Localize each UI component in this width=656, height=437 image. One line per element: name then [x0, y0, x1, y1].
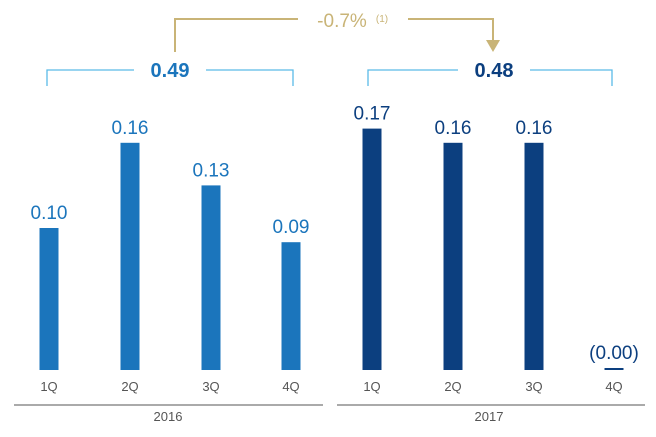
bar-2016-4q: [281, 242, 301, 370]
change-percent-label: -0.7%: [317, 11, 367, 32]
data-label-2017-1q: 0.17: [354, 104, 391, 125]
bars-layer: [39, 128, 624, 370]
data-label-2016-3q: 0.13: [193, 160, 230, 181]
tick-label-2016-1q: 1Q: [40, 379, 57, 394]
data-label-2017-3q: 0.16: [516, 118, 553, 139]
data-label-2016-2q: 0.16: [112, 118, 149, 139]
total-brackets: 0.49 0.48: [46, 60, 613, 86]
year-label-2017: 2017: [475, 409, 504, 424]
bracket-left-2017: [367, 69, 458, 86]
bar-2017-4q: [604, 368, 624, 370]
tick-label-2016-2q: 2Q: [121, 379, 138, 394]
bracket-right-2017: [530, 69, 613, 86]
tick-label-2016-3q: 3Q: [202, 379, 219, 394]
tick-label-2017-1q: 1Q: [363, 379, 380, 394]
total-label-2016: 0.49: [151, 60, 190, 82]
bar-2017-3q: [524, 142, 544, 370]
tick-label-2017-4q: 4Q: [605, 379, 622, 394]
tick-label-2016-4q: 4Q: [282, 379, 299, 394]
labels-layer: 0.10 1Q 0.16 2Q 0.13 3Q 0.09 4Q 2016 0.17 1Q 0.16 2Q…: [31, 104, 639, 424]
total-label-2017: 0.48: [475, 60, 514, 82]
change-arrow-right: [408, 18, 494, 44]
data-label-2016-1q: 0.10: [31, 203, 68, 224]
data-label-2017-4q: (0.00): [589, 343, 639, 364]
data-label-2016-4q: 0.09: [273, 217, 310, 238]
bar-2016-1q: [39, 228, 59, 370]
change-footnote-marker: (1): [376, 14, 388, 25]
year-label-2016: 2016: [154, 409, 183, 424]
bracket-right-2016: [206, 69, 294, 86]
bar-2017-1q: [362, 128, 382, 370]
data-label-2017-2q: 0.16: [435, 118, 472, 139]
tick-label-2017-2q: 2Q: [444, 379, 461, 394]
change-arrow-group: -0.7% (1): [174, 11, 500, 52]
bracket-left-2016: [46, 69, 134, 86]
bar-2016-2q: [120, 142, 140, 370]
bar-2017-2q: [443, 142, 463, 370]
bar-2016-3q: [201, 185, 221, 370]
change-arrow-head: [486, 40, 500, 52]
tick-label-2017-3q: 3Q: [525, 379, 542, 394]
change-arrow-left: [174, 18, 298, 52]
